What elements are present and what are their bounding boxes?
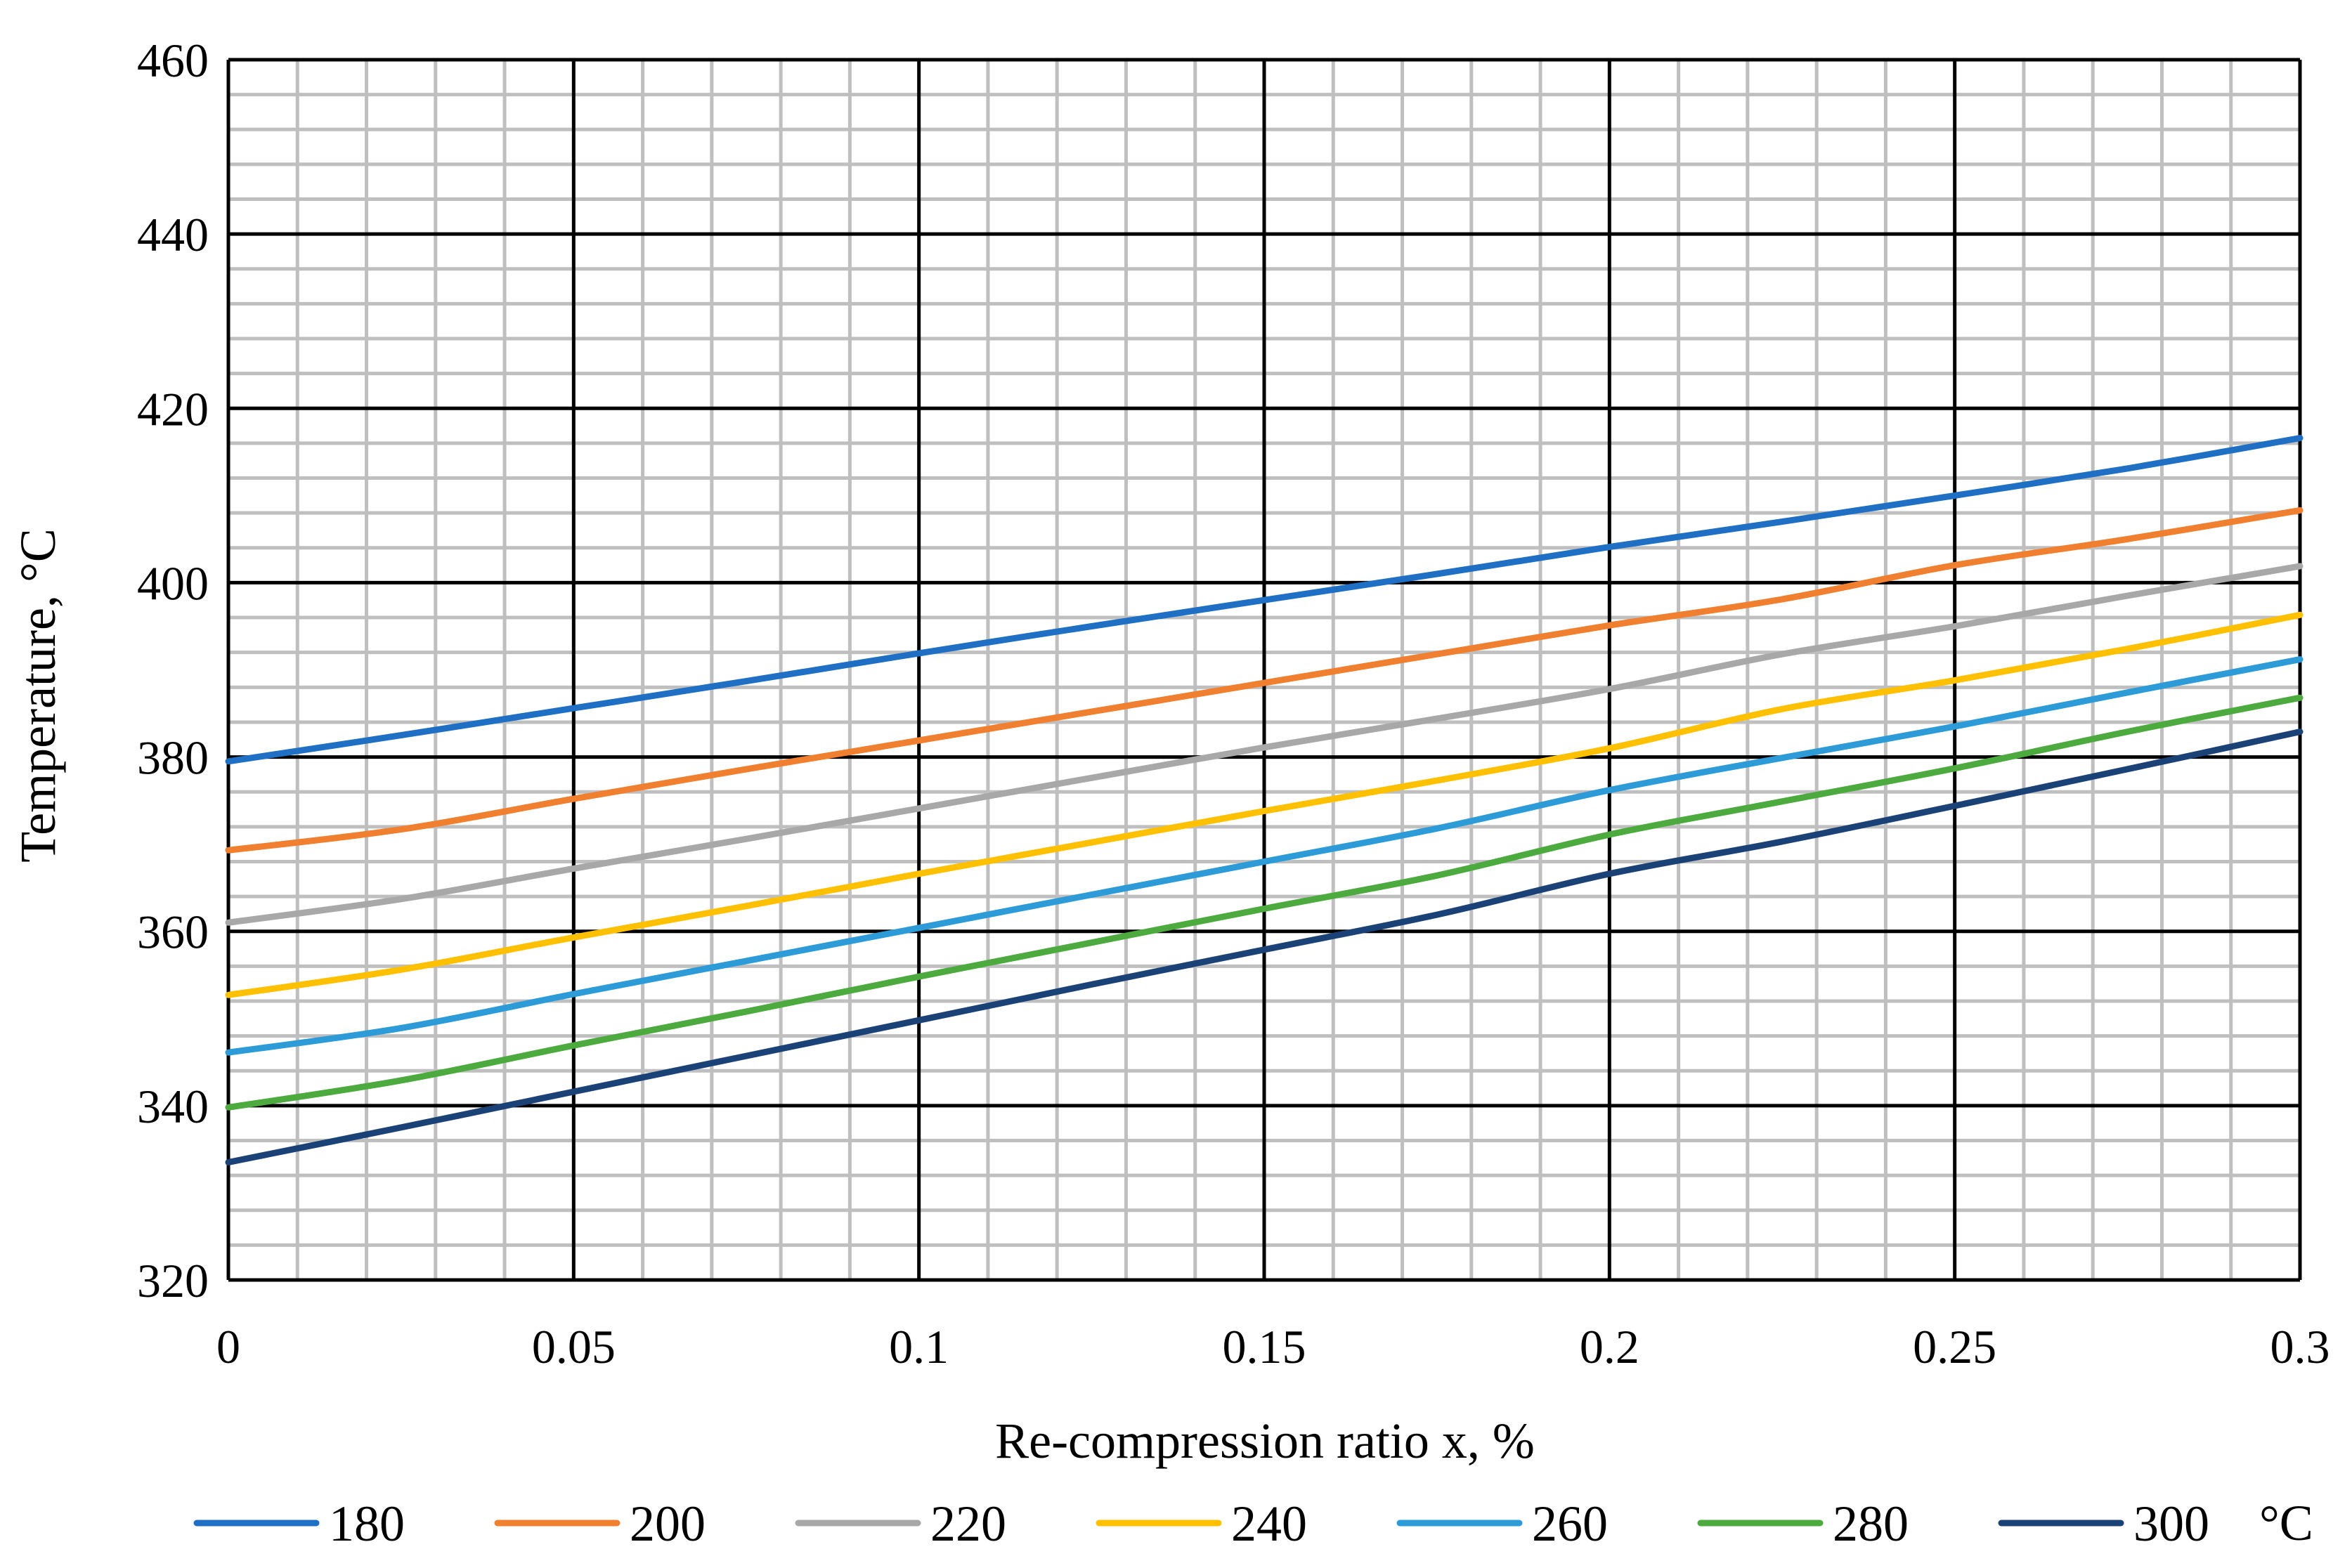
legend-label-280: 280 — [1833, 1496, 1909, 1552]
y-tick-label: 340 — [137, 1080, 209, 1133]
series-line-300 — [225, 729, 2304, 1165]
series-lines — [225, 435, 2304, 1165]
major-gridlines — [226, 58, 2302, 1282]
y-axis-title: Temperature, °C — [10, 528, 66, 863]
y-tick-label: 440 — [137, 208, 209, 261]
x-tick-label: 0.1 — [889, 1320, 949, 1373]
legend-label-220: 220 — [930, 1496, 1006, 1552]
x-tick-label: 0.3 — [2270, 1320, 2330, 1373]
legend: 180 200 220 240 260 280 300 — [193, 1496, 2209, 1552]
series-line-260 — [225, 656, 2304, 1056]
x-tick-label: 0.25 — [1913, 1320, 1996, 1373]
y-axis-tick-labels: 320 340 360 380 400 420 440 460 — [137, 34, 209, 1307]
legend-label-260: 260 — [1532, 1496, 1608, 1552]
legend-label-300: 300 — [2133, 1496, 2209, 1552]
series-line-280 — [225, 694, 2304, 1111]
series-line-220 — [225, 563, 2304, 926]
legend-label-180: 180 — [329, 1496, 405, 1552]
x-tick-label: 0.05 — [532, 1320, 616, 1373]
y-tick-label: 380 — [137, 731, 209, 785]
x-axis-tick-labels: 0 0.05 0.1 0.15 0.2 0.25 0.3 — [216, 1320, 2330, 1373]
legend-label-200: 200 — [630, 1496, 706, 1552]
y-tick-label: 420 — [137, 382, 209, 436]
x-tick-label: 0 — [216, 1320, 240, 1373]
y-tick-label: 400 — [137, 556, 209, 610]
x-axis-title: Re-compression ratio x, % — [995, 1413, 1535, 1469]
y-tick-label: 460 — [137, 34, 209, 87]
legend-label-240: 240 — [1231, 1496, 1307, 1552]
y-tick-label: 320 — [137, 1254, 209, 1307]
legend-unit: °C — [2259, 1495, 2313, 1551]
series-line-200 — [225, 507, 2304, 854]
series-line-180 — [225, 435, 2304, 765]
x-tick-label: 0.15 — [1223, 1320, 1306, 1373]
series-line-240 — [225, 611, 2304, 998]
x-tick-label: 0.2 — [1580, 1320, 1639, 1373]
y-tick-label: 360 — [137, 906, 209, 959]
